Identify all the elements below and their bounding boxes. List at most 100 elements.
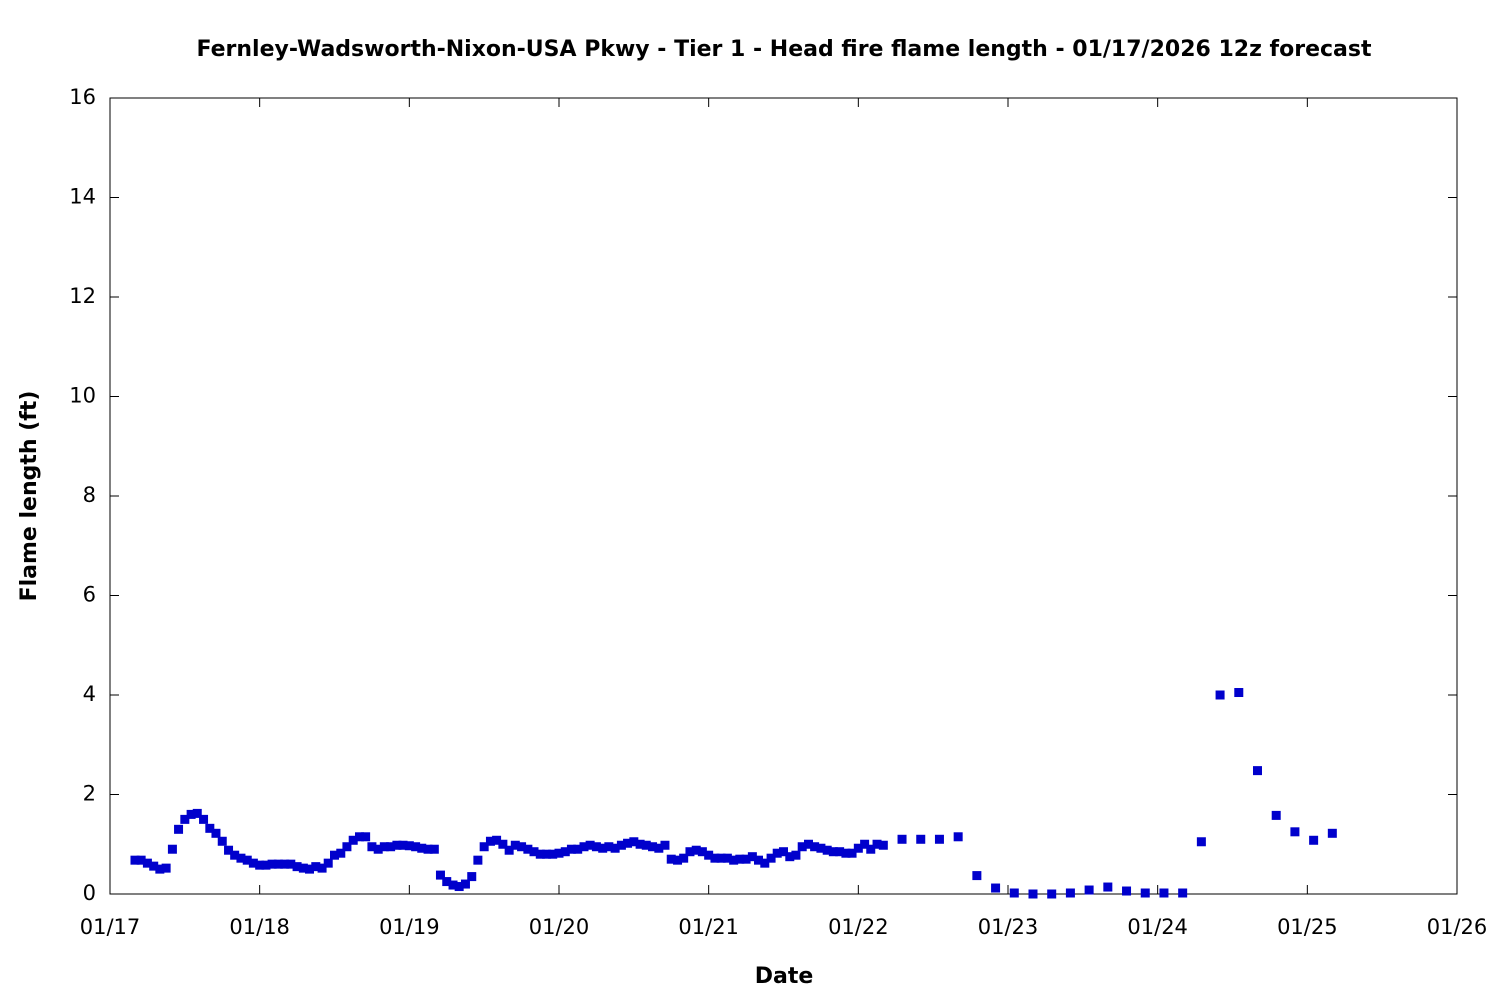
point: [772, 848, 782, 858]
point: [697, 847, 707, 857]
x-tick-label: 01/21: [678, 915, 739, 939]
point: [803, 839, 813, 849]
point: [442, 877, 452, 887]
point: [853, 843, 863, 853]
point: [666, 854, 676, 864]
point: [348, 835, 358, 845]
point: [866, 844, 876, 854]
point: [354, 832, 364, 842]
point: [267, 859, 277, 869]
point: [535, 849, 545, 859]
y-tick-label: 0: [83, 881, 96, 905]
point: [517, 842, 527, 852]
point: [454, 882, 464, 892]
point: [635, 839, 645, 849]
point: [174, 824, 184, 834]
point: [1047, 889, 1057, 899]
point: [298, 863, 308, 873]
point: [224, 845, 234, 855]
x-tick-label: 01/18: [229, 915, 290, 939]
x-tick-label: 01/26: [1427, 915, 1488, 939]
point: [467, 872, 477, 882]
point: [479, 842, 489, 852]
point: [897, 834, 907, 844]
point: [230, 850, 240, 860]
point: [136, 855, 146, 865]
point: [161, 863, 171, 873]
point: [741, 854, 751, 864]
point: [1196, 837, 1206, 847]
point: [1084, 885, 1094, 895]
point: [722, 853, 732, 863]
y-tick-label: 8: [83, 483, 96, 507]
point: [1215, 690, 1225, 700]
x-tick-label: 01/20: [529, 915, 590, 939]
point: [797, 842, 807, 852]
point: [710, 853, 720, 863]
point: [847, 848, 857, 858]
point: [685, 847, 695, 857]
point: [591, 842, 601, 852]
point: [828, 847, 838, 857]
point: [648, 842, 658, 852]
point: [872, 839, 882, 849]
point: [192, 808, 202, 818]
point: [199, 814, 209, 824]
point: [261, 860, 271, 870]
point: [417, 843, 427, 853]
x-tick-label: 01/19: [379, 915, 440, 939]
point: [598, 843, 608, 853]
point: [361, 832, 371, 842]
point: [473, 855, 483, 865]
point: [498, 839, 508, 849]
point: [972, 871, 982, 881]
point: [485, 836, 495, 846]
point: [604, 842, 614, 852]
point: [747, 852, 757, 862]
point: [791, 850, 801, 860]
point: [554, 848, 564, 858]
point: [367, 842, 377, 852]
point: [186, 809, 196, 819]
point: [779, 847, 788, 857]
point: [523, 844, 533, 854]
point: [1103, 882, 1113, 892]
point: [1327, 828, 1337, 838]
point: [579, 842, 589, 852]
point: [641, 840, 651, 850]
point: [810, 842, 820, 852]
y-tick-label: 12: [69, 284, 96, 308]
point: [292, 862, 302, 872]
y-tick-label: 16: [69, 85, 96, 109]
point: [142, 858, 152, 868]
point: [1271, 810, 1281, 820]
point: [1140, 888, 1150, 898]
point: [704, 850, 714, 860]
point: [573, 844, 583, 854]
point: [429, 844, 439, 854]
point: [566, 844, 576, 854]
point: [130, 855, 140, 865]
x-tick-label: 01/22: [828, 915, 889, 939]
y-tick-label: 4: [83, 682, 96, 706]
point: [205, 823, 215, 833]
y-tick-label: 6: [83, 583, 96, 607]
point: [448, 880, 458, 890]
point: [317, 863, 327, 873]
y-tick-label: 2: [83, 782, 96, 806]
point: [373, 844, 383, 854]
point: [149, 861, 159, 871]
point: [1290, 827, 1300, 837]
point: [1009, 888, 1019, 898]
point: [435, 870, 445, 880]
point: [336, 848, 346, 858]
point: [691, 845, 701, 855]
point: [991, 883, 1001, 893]
point: [623, 838, 633, 848]
point: [934, 834, 944, 844]
point: [953, 832, 963, 842]
point: [673, 855, 683, 865]
y-tick-label: 14: [69, 185, 96, 209]
point: [1159, 888, 1169, 898]
